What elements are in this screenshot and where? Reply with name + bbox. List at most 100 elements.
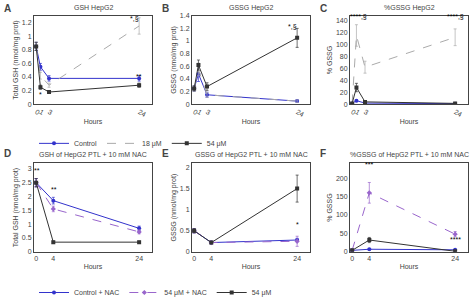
svg-text:Total GSH (nmol/mg prot): Total GSH (nmol/mg prot) [12, 168, 20, 247]
svg-text:40: 40 [340, 77, 348, 84]
svg-text:D: D [4, 148, 11, 159]
svg-text:Hours: Hours [84, 263, 103, 270]
svg-text:3: 3 [205, 108, 212, 116]
svg-text:4: 4 [367, 255, 371, 262]
svg-text:3: 3 [47, 108, 54, 116]
svg-text:1.5: 1.5 [180, 185, 190, 192]
svg-text:2: 2 [28, 193, 32, 200]
svg-text:140: 140 [336, 17, 348, 24]
svg-text:Hours: Hours [242, 118, 261, 125]
svg-text:0: 0 [350, 108, 357, 116]
svg-text:%GSSG of HepG2 PTL + 10 mM NAC: %GSSG of HepG2 PTL + 10 mM NAC [350, 151, 469, 159]
svg-text:1: 1 [196, 108, 203, 116]
svg-text:C: C [320, 3, 327, 14]
svg-text:24: 24 [137, 108, 147, 118]
svg-text:**: ** [136, 73, 142, 80]
svg-text:E: E [162, 148, 169, 159]
svg-text:100: 100 [336, 211, 348, 218]
svg-text:0: 0 [344, 248, 348, 255]
svg-text:1: 1 [186, 37, 190, 44]
svg-text:1.4: 1.4 [180, 12, 190, 19]
svg-text:GSH of HepG2 PTL + 10 mM NAC: GSH of HepG2 PTL + 10 mM NAC [39, 151, 147, 159]
svg-text:20: 20 [340, 89, 348, 96]
svg-text:GSSG (nmol/mg prot): GSSG (nmol/mg prot) [170, 26, 178, 94]
svg-text:F: F [320, 148, 326, 159]
svg-text:***: *** [365, 161, 373, 168]
svg-text:0.6: 0.6 [22, 60, 32, 67]
svg-text:1.2: 1.2 [180, 25, 190, 32]
svg-text:*: * [39, 91, 42, 98]
svg-text:24: 24 [451, 255, 459, 262]
svg-text:3: 3 [28, 165, 32, 172]
svg-text:****: **** [450, 236, 461, 243]
svg-text:100: 100 [336, 41, 348, 48]
svg-text:120: 120 [336, 29, 348, 36]
svg-text:0.8: 0.8 [180, 50, 190, 57]
svg-text:24: 24 [293, 255, 301, 262]
svg-text:2.5: 2.5 [22, 179, 32, 186]
svg-text:54 μM: 54 μM [252, 289, 272, 297]
svg-text:0: 0 [34, 255, 38, 262]
svg-text:GSSG of HepG2 PTL + 10 mM NAC: GSSG of HepG2 PTL + 10 mM NAC [195, 151, 308, 159]
svg-text:24: 24 [135, 255, 143, 262]
svg-text:0: 0 [350, 255, 354, 262]
svg-text:24: 24 [453, 108, 463, 118]
svg-text:0.4: 0.4 [22, 73, 32, 80]
svg-text:1.2: 1.2 [22, 19, 32, 26]
svg-text:0: 0 [28, 248, 32, 255]
svg-text:0: 0 [344, 101, 348, 108]
svg-text:Hours: Hours [84, 118, 103, 125]
svg-text:2: 2 [186, 164, 190, 171]
svg-text:0.8: 0.8 [22, 46, 32, 53]
svg-text:% GSSG: % GSSG [326, 46, 333, 74]
svg-text:**: ** [51, 186, 57, 193]
svg-text:Control + NAC: Control + NAC [74, 289, 119, 296]
svg-text:3: 3 [363, 108, 370, 116]
svg-text:A: A [4, 3, 11, 14]
svg-text:GSSG (nmol/mg prot): GSSG (nmol/mg prot) [170, 174, 178, 242]
svg-text:4: 4 [209, 255, 213, 262]
svg-text:Hours: Hours [242, 263, 261, 270]
svg-text:1.5: 1.5 [22, 207, 32, 214]
svg-text:Total GSH (nmol/mg prot): Total GSH (nmol/mg prot) [12, 20, 20, 99]
svg-text:% GSSG: % GSSG [326, 193, 333, 221]
svg-text:0: 0 [34, 108, 41, 116]
svg-text:18 μM: 18 μM [142, 140, 162, 148]
svg-text:0: 0 [28, 101, 32, 108]
svg-text:****,§: ****,§ [447, 13, 464, 20]
svg-text:%GSSG HepG2: %GSSG HepG2 [384, 4, 435, 12]
svg-text:60: 60 [340, 65, 348, 72]
svg-text:54 μM: 54 μM [207, 140, 227, 148]
svg-text:Hours: Hours [400, 118, 419, 125]
svg-text:0.2: 0.2 [22, 87, 32, 94]
svg-text:GSH HepG2: GSH HepG2 [74, 4, 113, 12]
svg-text:200: 200 [336, 175, 348, 182]
svg-text:0.6: 0.6 [180, 63, 190, 70]
svg-text:150: 150 [336, 193, 348, 200]
svg-text:B: B [162, 3, 169, 14]
svg-text:0.5: 0.5 [180, 227, 190, 234]
svg-text:1: 1 [28, 33, 32, 40]
svg-text:0: 0 [186, 101, 190, 108]
svg-text:0.5: 0.5 [22, 234, 32, 241]
svg-text:4: 4 [51, 255, 55, 262]
svg-text:*: * [296, 221, 299, 228]
svg-text:0.2: 0.2 [180, 88, 190, 95]
svg-text:GSSG HepG2: GSSG HepG2 [229, 4, 273, 12]
svg-text:0: 0 [192, 255, 196, 262]
svg-text:50: 50 [340, 230, 348, 237]
svg-text:Hours: Hours [400, 263, 419, 270]
svg-text:1: 1 [186, 206, 190, 213]
svg-text:*,§: *,§ [288, 23, 297, 30]
svg-text:****,§: ****,§ [350, 13, 367, 20]
svg-text:24: 24 [295, 108, 305, 118]
svg-text:Control: Control [74, 140, 97, 147]
svg-text:0: 0 [186, 248, 190, 255]
svg-text:1: 1 [354, 108, 361, 116]
svg-text:1: 1 [28, 221, 32, 228]
svg-text:1: 1 [38, 108, 45, 116]
svg-text:0.4: 0.4 [180, 75, 190, 82]
svg-text:0: 0 [192, 108, 199, 116]
svg-text:**: ** [34, 167, 40, 174]
svg-text:80: 80 [340, 53, 348, 60]
